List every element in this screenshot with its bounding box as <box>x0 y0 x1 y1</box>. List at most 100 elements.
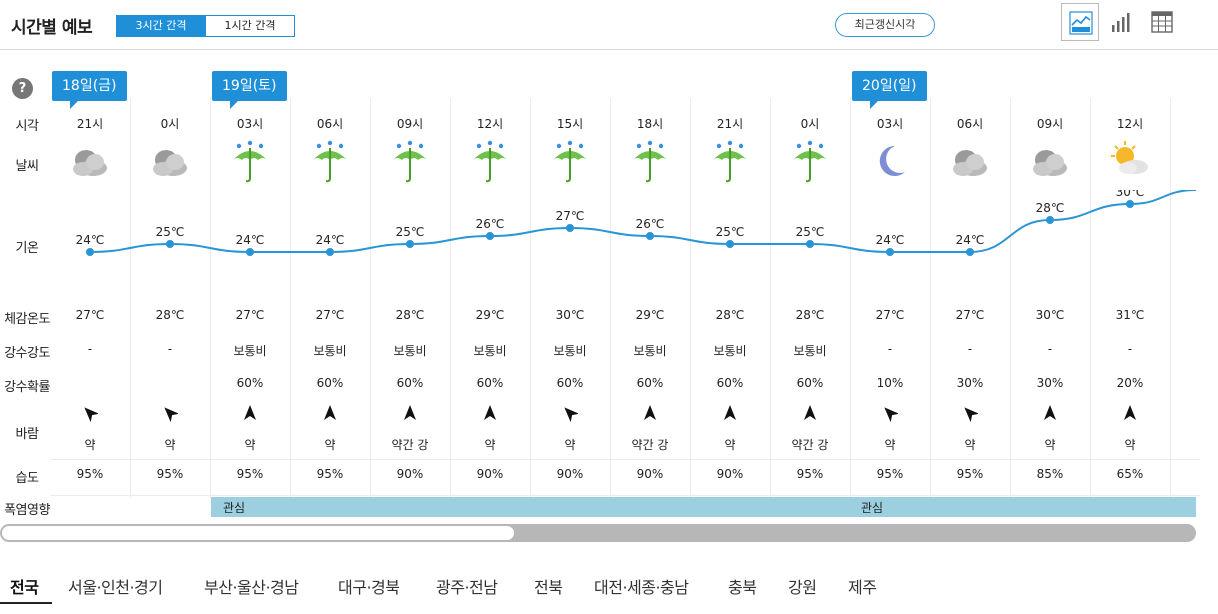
time-label: 03시 <box>236 117 264 131</box>
column-divider <box>930 98 931 498</box>
wind-direction <box>1010 404 1090 422</box>
recent-update-button[interactable]: 최근갱신시각 <box>835 13 935 37</box>
umbrella-rain-icon <box>473 140 507 183</box>
temperature-point <box>966 248 974 256</box>
grid-divider <box>50 495 1200 496</box>
temperature-label: 24℃ <box>236 233 265 247</box>
wind-direction-icon <box>84 407 98 422</box>
feels-like-value: 27℃ <box>235 308 265 322</box>
region-tab[interactable]: 부산·울산·경남 <box>204 578 299 597</box>
humidity-value: 90% <box>476 467 504 481</box>
temperature-point <box>86 248 94 256</box>
region-tab[interactable]: 대전·세종·충남 <box>594 578 689 597</box>
weather-cell <box>530 138 610 188</box>
time-label: 12시 <box>1116 117 1144 131</box>
feels-like-value: 30℃ <box>1035 308 1065 322</box>
wind-direction <box>850 404 930 422</box>
temperature-point <box>1046 216 1054 224</box>
weather-cell <box>850 138 930 188</box>
temperature-point <box>566 224 574 232</box>
cloudy-icon <box>1033 150 1067 176</box>
time-label: 09시 <box>396 117 424 131</box>
humidity-value: 85% <box>1036 467 1064 481</box>
region-tab[interactable]: 강원 <box>788 578 817 597</box>
time-label: 12시 <box>476 117 504 131</box>
humidity-value: 95% <box>316 467 344 481</box>
interval-1h-tab[interactable]: 1시간 간격 <box>205 15 295 37</box>
column-divider <box>130 98 131 498</box>
precip-prob-value: 60% <box>476 376 504 390</box>
precip-intensity-value: - <box>967 342 973 356</box>
humidity-value: 65% <box>1116 467 1144 481</box>
date-tag: 18일(금) <box>52 71 127 109</box>
weather-cell <box>1090 138 1170 188</box>
temperature-point <box>726 240 734 248</box>
date-tag-label: 20일(일) <box>862 78 917 94</box>
wind-direction <box>130 404 210 422</box>
weather-cell <box>290 138 370 188</box>
cloudy-icon <box>153 150 187 176</box>
wind-direction <box>290 404 370 422</box>
date-tag-pointer <box>870 101 878 109</box>
graph-view-button[interactable] <box>1061 3 1099 41</box>
region-tab[interactable]: 전북 <box>534 578 563 597</box>
row-label-precip-intensity: 강수강도 <box>4 346 50 361</box>
precip-intensity-value: 보통비 <box>633 344 667 358</box>
temperature-label: 30℃ <box>1116 190 1145 199</box>
sun-cloud-icon <box>1111 141 1148 174</box>
weather-cell <box>370 138 450 188</box>
bar-view-button[interactable] <box>1102 3 1140 41</box>
wind-direction <box>530 404 610 422</box>
wind-direction-icon <box>804 405 816 420</box>
precip-intensity-value: - <box>1127 342 1133 356</box>
humidity-value: 95% <box>876 467 904 481</box>
precip-intensity-value: 보통비 <box>793 344 827 358</box>
column-divider <box>610 98 611 498</box>
feels-like-value: 28℃ <box>155 308 185 322</box>
feels-like-value: 28℃ <box>395 308 425 322</box>
feels-like-value: 29℃ <box>475 308 505 322</box>
precip-prob-value: 30% <box>1036 376 1064 390</box>
cloudy-icon <box>73 150 107 176</box>
help-icon[interactable]: ? <box>12 78 33 99</box>
wind-direction <box>210 404 290 422</box>
date-tag-label: 19일(토) <box>222 78 277 94</box>
region-tab[interactable]: 광주·전남 <box>436 578 498 597</box>
temperature-label: 28℃ <box>1036 201 1065 215</box>
region-tab[interactable]: 대구·경북 <box>338 578 400 597</box>
region-tab[interactable]: 제주 <box>848 578 877 597</box>
humidity-value: 90% <box>716 467 744 481</box>
precip-intensity-value: - <box>1047 342 1053 356</box>
humidity-value: 95% <box>156 467 184 481</box>
temperature-label: 24℃ <box>956 233 985 247</box>
temperature-point <box>246 248 254 256</box>
umbrella-rain-icon <box>553 140 587 183</box>
column-divider <box>690 98 691 498</box>
date-tag: 20일(일) <box>852 71 927 109</box>
weather-cell <box>610 138 690 188</box>
bar-chart-icon <box>1112 13 1130 32</box>
grid-divider <box>50 459 1200 460</box>
column-divider <box>1010 98 1011 498</box>
temperature-point <box>326 248 334 256</box>
region-tab[interactable]: 충북 <box>728 578 757 597</box>
temperature-label: 26℃ <box>476 217 505 231</box>
column-divider <box>210 98 211 498</box>
forecast-header: 시간별 예보 3시간 간격 1시간 간격 최근갱신시각 <box>0 0 1218 50</box>
scrollbar-thumb[interactable] <box>2 526 514 540</box>
region-tab[interactable]: 전국 <box>10 578 39 597</box>
table-view-button[interactable] <box>1143 3 1181 41</box>
umbrella-rain-icon <box>793 140 827 183</box>
weather-cell <box>130 138 210 188</box>
wind-direction <box>1090 404 1170 422</box>
temperature-label: 25℃ <box>156 225 185 239</box>
precip-intensity-value: - <box>167 342 173 356</box>
column-divider <box>370 98 371 498</box>
wind-strength-value: 약 <box>564 438 576 452</box>
wind-direction-icon <box>324 405 336 420</box>
temperature-label: 24℃ <box>316 233 345 247</box>
region-tab[interactable]: 서울·인천·경기 <box>68 578 163 597</box>
horizontal-scrollbar[interactable] <box>0 524 1196 542</box>
interval-3h-tab[interactable]: 3시간 간격 <box>116 15 206 37</box>
humidity-value: 90% <box>636 467 664 481</box>
